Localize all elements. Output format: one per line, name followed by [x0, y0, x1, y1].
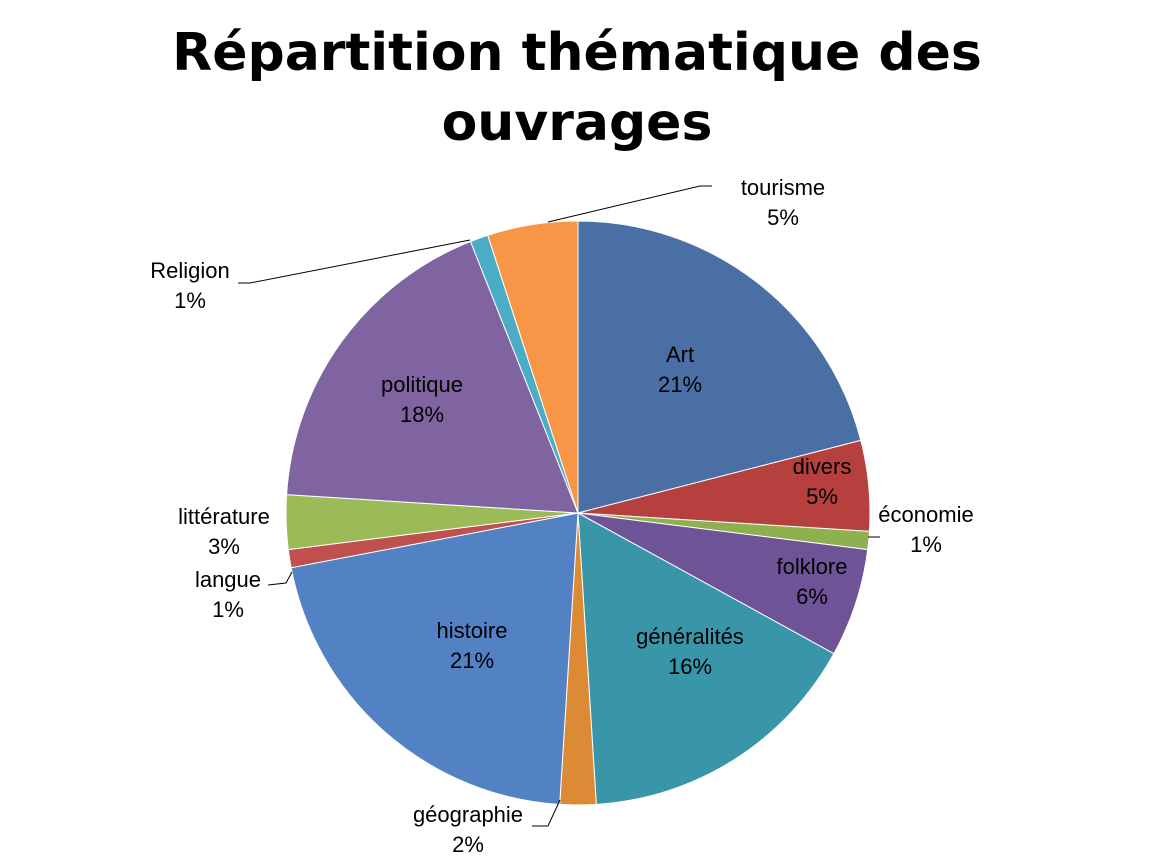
- slice-label-name-1: divers: [793, 454, 852, 479]
- slice-label-name-10: Religion: [150, 258, 230, 283]
- slice-label-value-4: 16%: [668, 654, 712, 679]
- leader-line-5: [532, 799, 561, 827]
- slice-label-value-11: 5%: [767, 205, 799, 230]
- slice-label-value-3: 6%: [796, 584, 828, 609]
- pie-slice-0: [577, 220, 862, 514]
- slice-label-name-0: Art: [666, 342, 694, 367]
- pie-slice-6: [290, 512, 579, 805]
- leader-line-7: [267, 571, 293, 586]
- chart-title: Répartition thématique des ouvrages: [0, 18, 1154, 158]
- slice-label-value-10: 1%: [174, 288, 206, 313]
- slice-label-name-11: tourisme: [741, 175, 825, 200]
- pie-slices: [285, 220, 871, 806]
- slice-label-name-4: généralités: [636, 624, 744, 649]
- slice-label-value-6: 21%: [450, 648, 494, 673]
- slice-label-name-6: histoire: [437, 618, 508, 643]
- slice-label-value-8: 3%: [208, 534, 240, 559]
- slice-label-name-5: géographie: [413, 802, 523, 827]
- pie-slice-4: [577, 512, 835, 805]
- slice-label-name-2: économie: [878, 502, 973, 527]
- pie-slice-9: [286, 240, 579, 514]
- slice-label-name-9: politique: [381, 372, 463, 397]
- slice-label-value-2: 1%: [910, 532, 942, 557]
- leader-line-10: [238, 239, 471, 284]
- slice-label-name-8: littérature: [178, 504, 270, 529]
- slice-label-value-1: 5%: [806, 484, 838, 509]
- slice-label-value-9: 18%: [400, 402, 444, 427]
- slice-label-name-3: folklore: [777, 554, 848, 579]
- slice-labels: Art 21% divers 5% économie 1% folklore 6% généra…: [150, 175, 973, 857]
- slice-label-name-7: langue: [195, 567, 261, 592]
- slice-label-value-0: 21%: [658, 372, 702, 397]
- leader-line-11: [547, 185, 712, 223]
- slice-label-value-5: 2%: [452, 832, 484, 857]
- chart-title-line-1: Répartition thématique des: [172, 23, 982, 83]
- slice-label-value-7: 1%: [212, 597, 244, 622]
- pie-slice-11: [487, 220, 579, 514]
- chart-title-line-2: ouvrages: [441, 93, 713, 153]
